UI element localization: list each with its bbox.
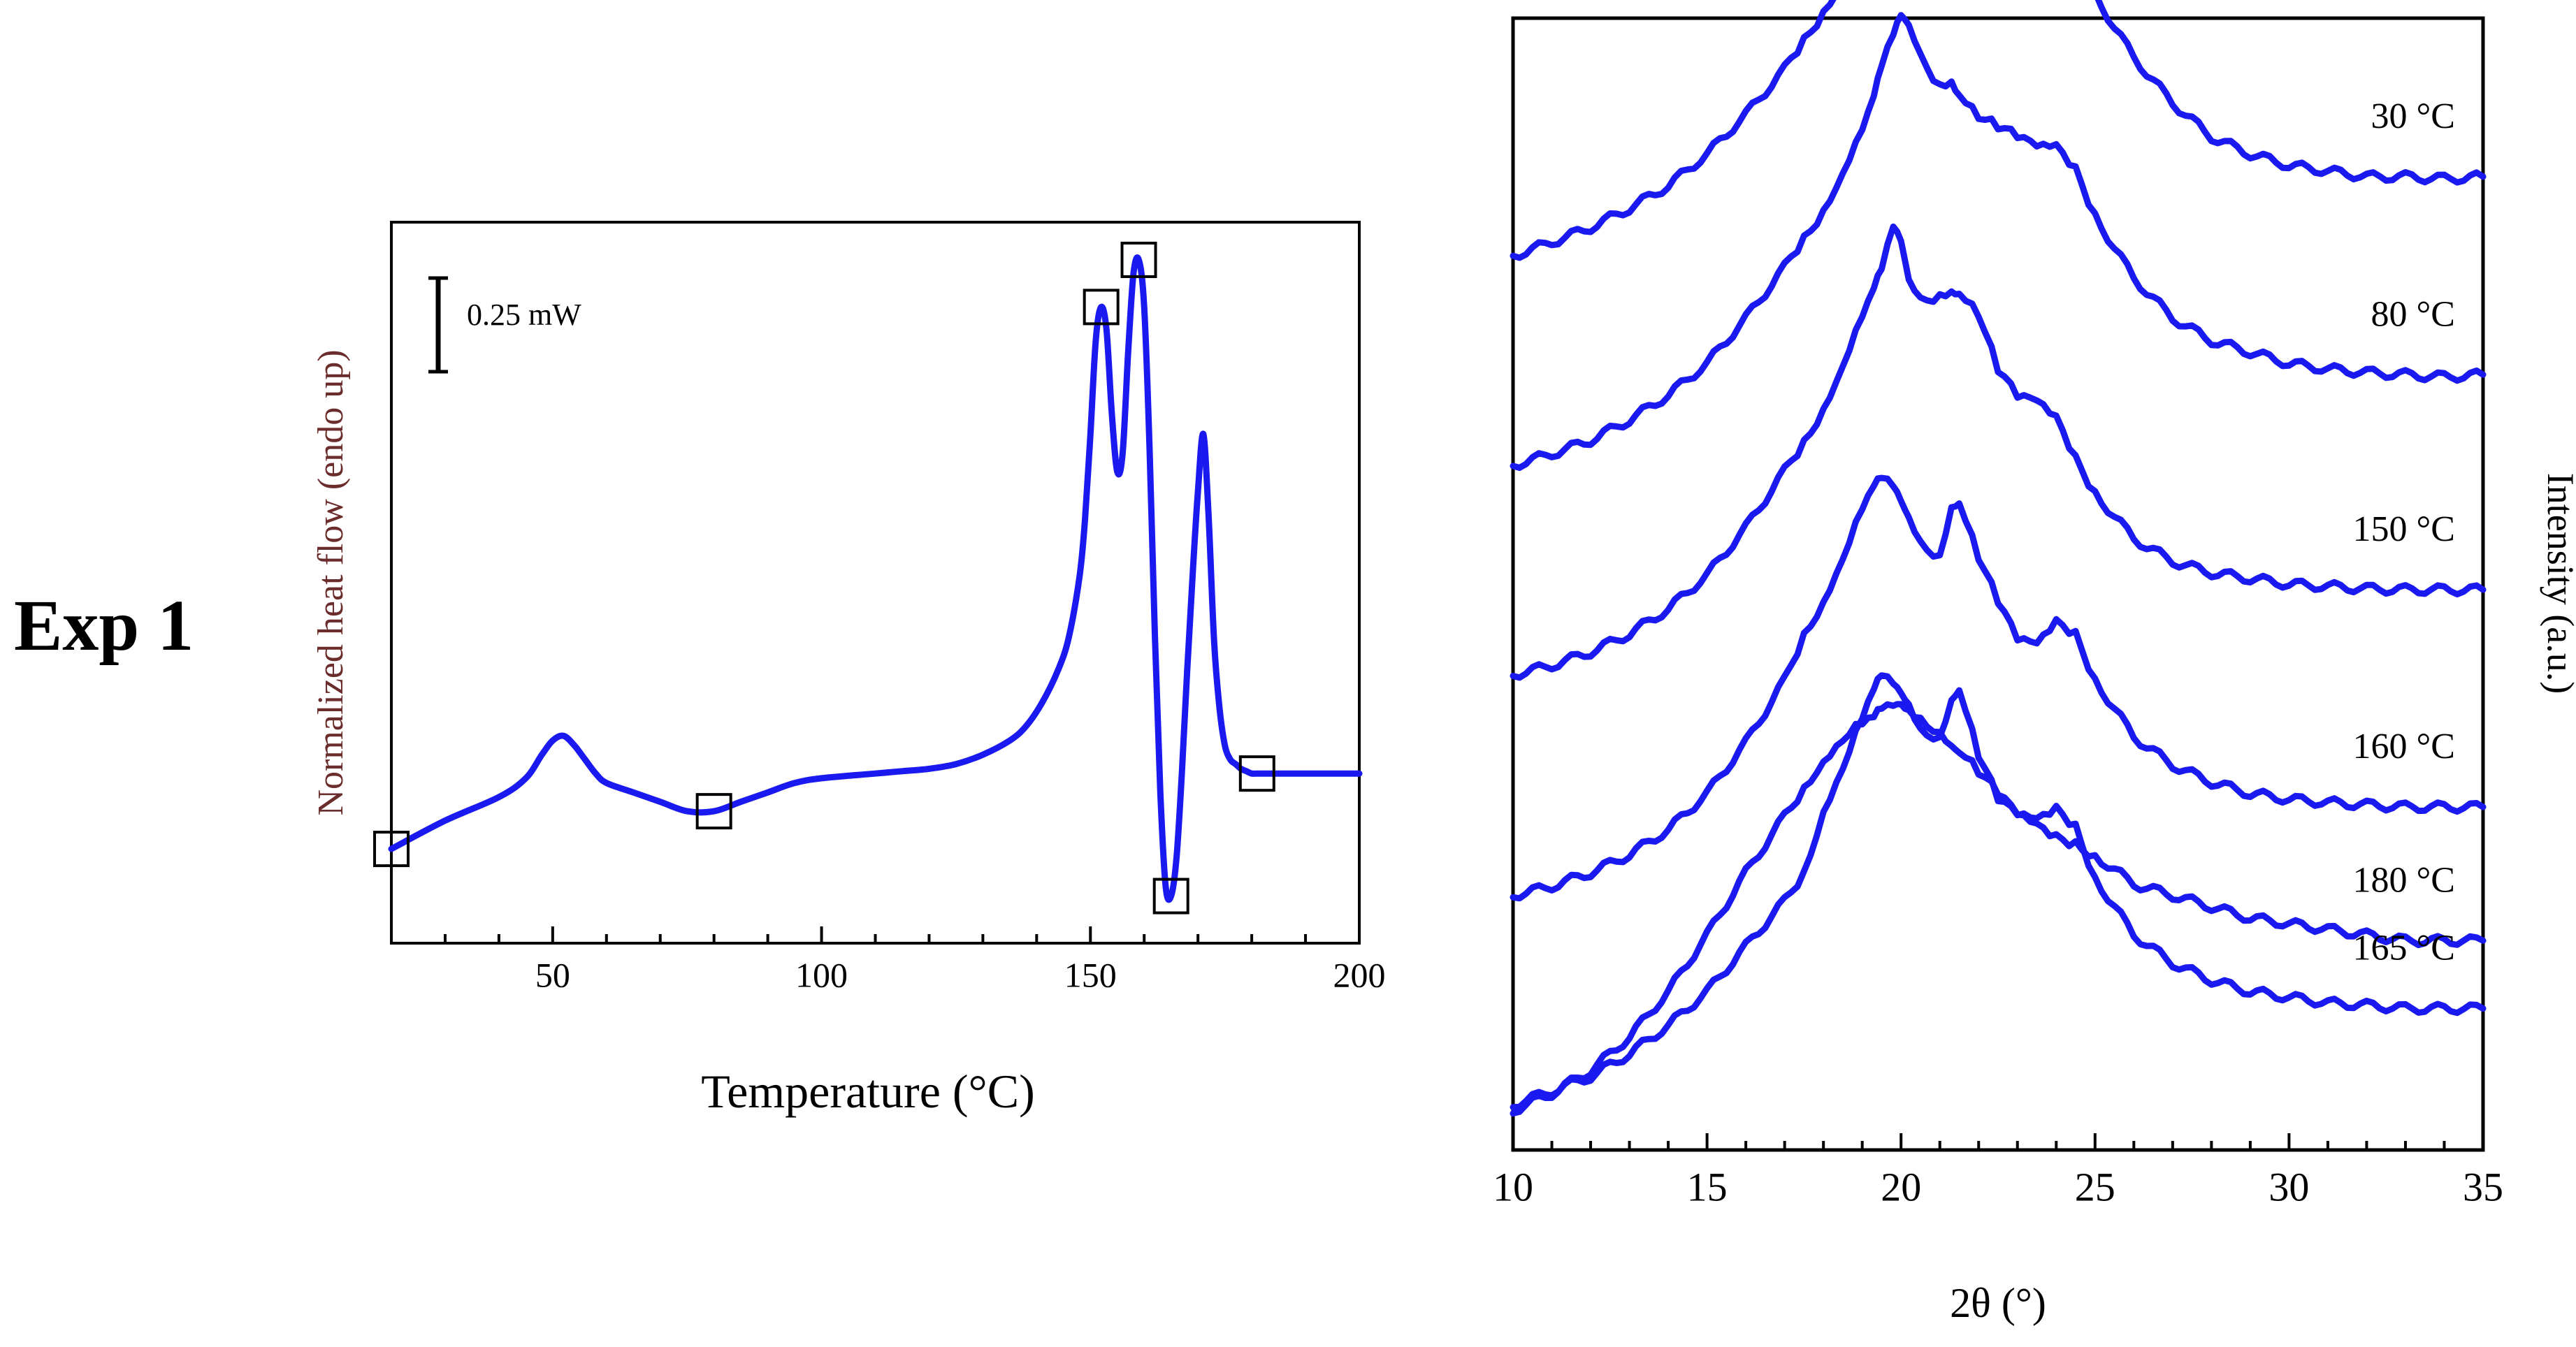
dsc-marker-square <box>373 831 410 868</box>
dsc-marker-square <box>1083 289 1120 326</box>
dsc-scale-bar: 0.25 mW <box>428 276 581 374</box>
waxd-x-axis-title: 2θ (°) <box>1950 1280 2046 1326</box>
waxd-curve-labels: 30 °C 80 °C 150 °C 160 °C 165 °C 180 °C <box>2353 96 2455 968</box>
waxd-panel: 10 15 20 25 30 35 30 °C 80 °C 150 °C 160 °C 165 °… <box>1493 0 2576 1326</box>
waxd-curve-label: 180 °C <box>2353 860 2455 900</box>
dsc-curve <box>388 254 1363 903</box>
waxd-x-tick-label: 30 <box>2269 1165 2309 1210</box>
waxd-curves <box>1510 0 2487 1117</box>
dsc-marker-square <box>1152 878 1189 915</box>
waxd-curve-label: 80 °C <box>2371 294 2455 334</box>
waxd-plot-frame <box>1511 16 2485 1152</box>
waxd-curve-label: 30 °C <box>2371 96 2455 136</box>
dsc-x-ticks <box>390 926 1361 943</box>
dsc-x-tick-label: 200 <box>1333 956 1386 995</box>
dsc-y-axis-title: Normalized heat flow (endo up) <box>311 349 351 815</box>
waxd-x-tick-label: 10 <box>1493 1165 1533 1210</box>
waxd-curve-150c <box>1510 223 2487 681</box>
waxd-curve-165c <box>1510 672 2487 1111</box>
dsc-x-tick-label: 150 <box>1064 956 1117 995</box>
waxd-x-tick-label: 15 <box>1687 1165 1728 1210</box>
dsc-marker-square <box>695 793 732 830</box>
dsc-markers <box>373 241 1275 915</box>
dsc-panel: 50 100 150 200 0.25 mW Normalized heat flow… <box>311 221 1386 1118</box>
dsc-x-tick-labels: 50 100 150 200 <box>535 956 1386 995</box>
waxd-curve-180c <box>1510 701 2487 1117</box>
waxd-curve-80c <box>1510 12 2487 471</box>
dsc-x-tick-label: 100 <box>795 956 848 995</box>
scale-bar-label: 0.25 mW <box>467 298 581 332</box>
dsc-marker-square <box>1238 755 1275 792</box>
waxd-x-tick-labels: 10 15 20 25 30 35 <box>1493 1165 2503 1210</box>
waxd-curve-label: 160 °C <box>2353 727 2455 766</box>
dsc-marker-square <box>1120 241 1157 278</box>
figure-label: Exp 1 <box>14 585 194 666</box>
waxd-curve-label: 150 °C <box>2353 509 2455 549</box>
waxd-y-axis-title: Intensity (a.u.) <box>2540 473 2576 694</box>
waxd-x-tick-label: 35 <box>2463 1165 2503 1210</box>
waxd-curve-160c <box>1510 474 2487 902</box>
waxd-curve-label: 165 °C <box>2353 929 2455 968</box>
dsc-x-tick-label: 50 <box>535 956 570 995</box>
waxd-x-tick-label: 20 <box>1881 1165 1921 1210</box>
waxd-x-ticks <box>1512 1133 2484 1150</box>
waxd-x-tick-label: 25 <box>2075 1165 2115 1210</box>
dsc-x-axis-title: Temperature (°C) <box>701 1065 1034 1118</box>
waxd-curve-30c <box>1510 0 2487 261</box>
